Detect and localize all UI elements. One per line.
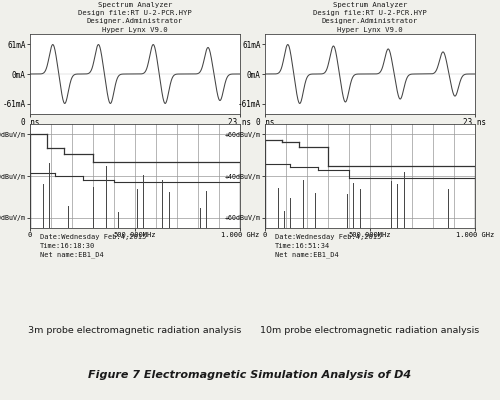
Text: Date:Wednesday Feb.4,2015
Time:16:18:30
Net name:EB1_D4: Date:Wednesday Feb.4,2015 Time:16:18:30 …	[40, 234, 146, 258]
Text: 10m probe electromagnetic radiation analysis: 10m probe electromagnetic radiation anal…	[260, 326, 480, 335]
Text: Figure 7 Electromagnetic Simulation Analysis of D4: Figure 7 Electromagnetic Simulation Anal…	[88, 370, 411, 380]
Text: 3m probe electromagnetic radiation analysis: 3m probe electromagnetic radiation analy…	[28, 326, 242, 335]
Text: Spectrum Analyzer
Design file:RT U-2-PCR.HYP
Designer.Administrator
Hyper Lynx V: Spectrum Analyzer Design file:RT U-2-PCR…	[313, 2, 427, 33]
Text: Spectrum Analyzer
Design file:RT U-2-PCR.HYP
Designer.Administrator
Hyper Lynx V: Spectrum Analyzer Design file:RT U-2-PCR…	[78, 2, 192, 33]
Text: Date:Wednesday Feb.4,2015
Time:16:51:34
Net name:EB1_D4: Date:Wednesday Feb.4,2015 Time:16:51:34 …	[275, 234, 382, 258]
